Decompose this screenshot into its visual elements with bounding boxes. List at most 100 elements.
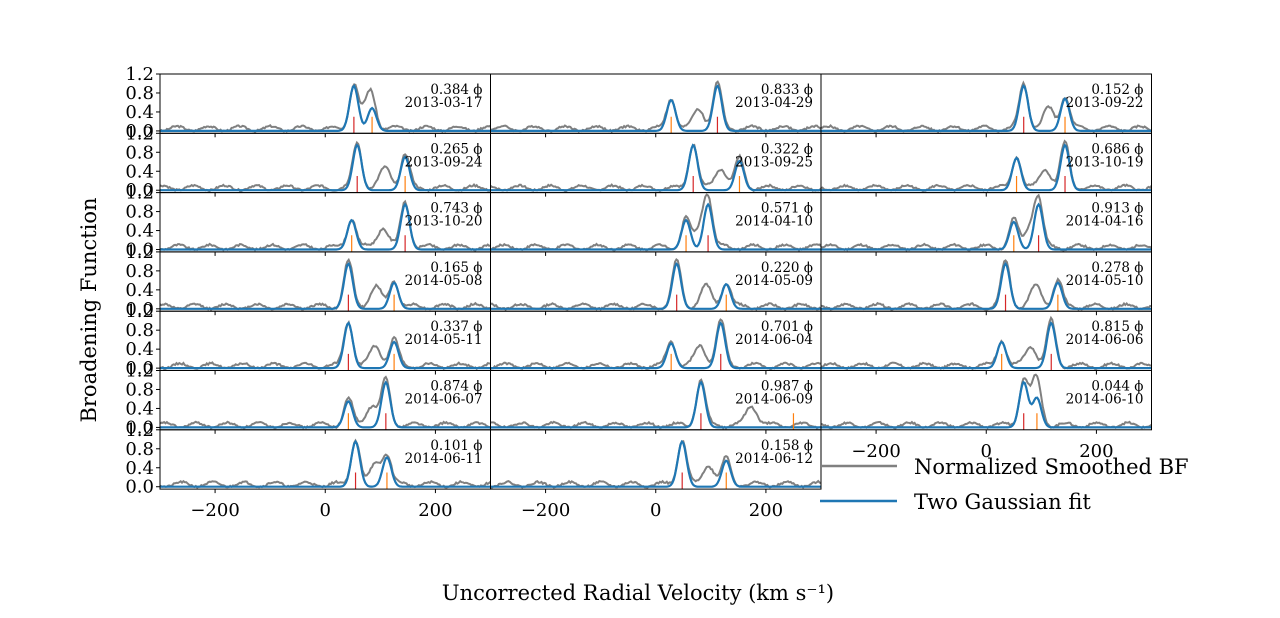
- fit-series-line: [160, 439, 491, 488]
- y-tick-label: 0.8: [125, 261, 154, 282]
- panel-date-label: 2014-06-09: [735, 392, 813, 408]
- panel-phase-label: 0.044 ϕ: [1091, 379, 1143, 395]
- fit-series-line: [160, 380, 491, 429]
- fit-series-line: [160, 84, 491, 132]
- panel-phase-label: 0.152 ϕ: [1091, 82, 1143, 98]
- y-tick-label: 0.8: [125, 379, 154, 400]
- panel-date-label: 2014-06-07: [405, 392, 483, 408]
- y-tick-label: 0.0: [125, 180, 154, 201]
- x-tick-label: 200: [1079, 441, 1113, 462]
- x-tick-label: 200: [749, 500, 783, 521]
- y-tick-label: 0.0: [125, 299, 154, 320]
- y-tick-label: 0.8: [125, 320, 154, 341]
- panel-plot: [821, 259, 1152, 312]
- y-tick-label: 0.8: [125, 439, 154, 460]
- y-tick-label: 1.2: [125, 123, 154, 144]
- panel-plot: [821, 315, 1152, 371]
- y-tick-label: 0.4: [125, 280, 154, 301]
- y-tick-label: 0.0: [125, 417, 154, 438]
- y-tick-label: 0.8: [125, 202, 154, 223]
- y-tick-label: 1.2: [125, 64, 154, 85]
- panel-phase-label: 0.158 ϕ: [761, 438, 813, 454]
- panel-phase-label: 0.686 ϕ: [1091, 141, 1143, 157]
- panel-phase-label: 0.337 ϕ: [430, 319, 482, 335]
- panel-date-label: 2014-05-11: [405, 332, 483, 348]
- y-tick-label: 0.4: [125, 398, 154, 419]
- legend-bf-label: Normalized Smoothed BF: [914, 455, 1189, 479]
- y-tick-label: 0.0: [125, 358, 154, 379]
- panel-plot: [490, 80, 821, 134]
- panel-plot: [160, 375, 491, 430]
- fit-series-line: [490, 84, 821, 132]
- x-tick-label: −200: [851, 441, 900, 462]
- panel-phase-label: 0.101 ϕ: [430, 438, 482, 454]
- panel-plot: [490, 378, 821, 430]
- fit-series-line: [821, 143, 1152, 192]
- fit-series-line: [160, 202, 491, 251]
- panel-plot: [490, 193, 821, 252]
- panel-phase-label: 0.833 ϕ: [761, 82, 813, 98]
- bf-series-line: [160, 320, 491, 371]
- panel-plot: [160, 438, 491, 490]
- y-tick-label: 0.8: [125, 83, 154, 104]
- panel-plot: [160, 257, 491, 312]
- panel-date-label: 2014-06-12: [735, 451, 813, 467]
- panel-plot: [490, 258, 821, 312]
- panel-date-label: 2013-09-25: [735, 154, 813, 170]
- fit-series-line: [490, 202, 821, 251]
- y-tick-label: 0.8: [125, 142, 154, 163]
- panel-phase-label: 0.701 ϕ: [761, 319, 813, 335]
- panel-plot: [821, 373, 1152, 430]
- panel-date-label: 2013-09-24: [405, 154, 483, 170]
- panel-phase-label: 0.165 ϕ: [430, 260, 482, 276]
- fit-series-line: [160, 261, 491, 310]
- panel-date-label: 2014-05-10: [1066, 273, 1144, 289]
- panel-plot: [490, 143, 821, 193]
- bf-series-line: [160, 257, 491, 312]
- x-tick-label: 0: [981, 441, 992, 462]
- y-tick-label: 1.2: [125, 361, 154, 382]
- legend: Normalized Smoothed BF Two Gaussian fit: [820, 455, 1189, 514]
- panel-phase-label: 0.278 ϕ: [1091, 260, 1143, 276]
- x-tick-label: 0: [650, 500, 661, 521]
- y-tick-label: 1.2: [125, 420, 154, 441]
- panel-date-label: 2014-06-04: [735, 332, 813, 348]
- fit-series-line: [821, 202, 1152, 251]
- panel-date-label: 2014-05-08: [405, 273, 483, 289]
- fit-series-line: [490, 261, 821, 310]
- fit-series-line: [490, 143, 821, 192]
- panel-phase-label: 0.571 ϕ: [761, 201, 813, 217]
- panel-date-label: 2014-06-11: [405, 451, 483, 467]
- x-tick-label: −200: [190, 500, 239, 521]
- y-tick-label: 1.2: [125, 183, 154, 204]
- panel-plot: [821, 193, 1152, 252]
- y-tick-label: 1.2: [125, 301, 154, 322]
- y-axis-label: Broadening Function: [77, 197, 101, 422]
- panel-phase-label: 0.913 ϕ: [1091, 201, 1143, 217]
- y-tick-label: 0.4: [125, 102, 154, 123]
- panel-date-label: 2013-04-29: [735, 95, 813, 111]
- panel-date-label: 2014-06-06: [1066, 332, 1144, 348]
- panel-plot: [821, 139, 1152, 193]
- fit-series-line: [821, 261, 1152, 310]
- y-tick-label: 0.4: [125, 339, 154, 360]
- panel-phase-label: 0.384 ϕ: [430, 82, 482, 98]
- panel-plot: [490, 318, 821, 371]
- panel-plot: [490, 439, 821, 490]
- y-tick-label: 0.0: [125, 477, 154, 498]
- panel-plot: [821, 80, 1152, 134]
